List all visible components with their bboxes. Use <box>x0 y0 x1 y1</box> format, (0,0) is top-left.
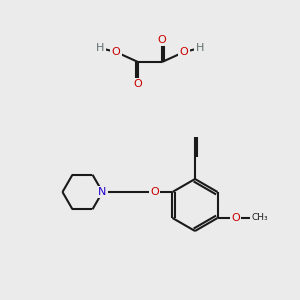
Text: H: H <box>96 43 104 53</box>
Text: N: N <box>98 187 107 197</box>
Text: O: O <box>231 213 240 223</box>
Text: O: O <box>150 187 159 197</box>
Text: O: O <box>112 47 120 57</box>
Text: O: O <box>134 79 142 89</box>
Text: CH₃: CH₃ <box>251 214 268 223</box>
Text: H: H <box>196 43 204 53</box>
Text: O: O <box>158 35 166 45</box>
Text: O: O <box>180 47 188 57</box>
